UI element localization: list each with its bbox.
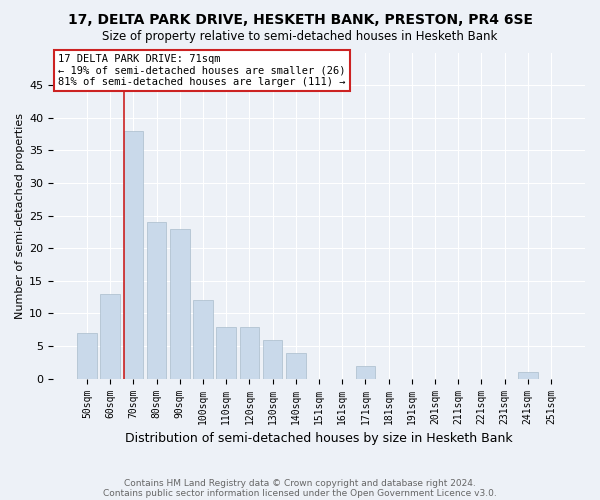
Bar [217,326,236,378]
Text: 17, DELTA PARK DRIVE, HESKETH BANK, PRESTON, PR4 6SE: 17, DELTA PARK DRIVE, HESKETH BANK, PRES… [67,12,533,26]
Bar [263,340,283,378]
Bar [193,300,213,378]
Bar [286,352,305,378]
Bar [124,131,143,378]
Bar [356,366,375,378]
Text: 17 DELTA PARK DRIVE: 71sqm
← 19% of semi-detached houses are smaller (26)
81% of: 17 DELTA PARK DRIVE: 71sqm ← 19% of semi… [58,54,346,88]
Bar [239,326,259,378]
Bar [147,222,166,378]
Bar [100,294,120,378]
Text: Contains public sector information licensed under the Open Government Licence v3: Contains public sector information licen… [103,488,497,498]
Text: Size of property relative to semi-detached houses in Hesketh Bank: Size of property relative to semi-detach… [103,30,497,43]
Y-axis label: Number of semi-detached properties: Number of semi-detached properties [15,112,25,318]
X-axis label: Distribution of semi-detached houses by size in Hesketh Bank: Distribution of semi-detached houses by … [125,432,513,445]
Bar [77,333,97,378]
Text: Contains HM Land Registry data © Crown copyright and database right 2024.: Contains HM Land Registry data © Crown c… [124,478,476,488]
Bar [518,372,538,378]
Bar [170,228,190,378]
